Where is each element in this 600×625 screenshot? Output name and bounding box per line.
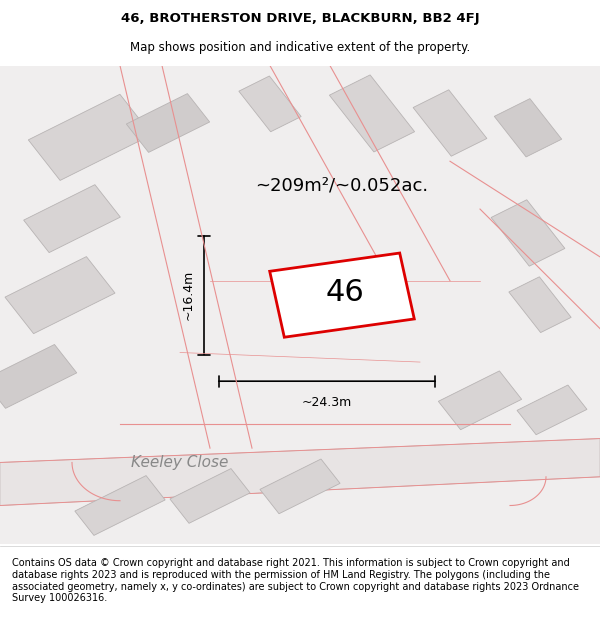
Polygon shape (23, 184, 121, 253)
Polygon shape (5, 257, 115, 334)
Polygon shape (270, 253, 414, 338)
Polygon shape (0, 439, 600, 506)
Polygon shape (28, 94, 152, 181)
Text: ~209m²/~0.052ac.: ~209m²/~0.052ac. (256, 176, 428, 194)
Polygon shape (491, 200, 565, 266)
Polygon shape (413, 90, 487, 156)
Text: 46, BROTHERSTON DRIVE, BLACKBURN, BB2 4FJ: 46, BROTHERSTON DRIVE, BLACKBURN, BB2 4F… (121, 12, 479, 25)
Polygon shape (260, 459, 340, 514)
Text: ~24.3m: ~24.3m (302, 396, 352, 409)
Text: ~16.4m: ~16.4m (182, 270, 195, 320)
Polygon shape (439, 371, 521, 430)
Polygon shape (127, 94, 209, 152)
Polygon shape (170, 469, 250, 523)
Text: Map shows position and indicative extent of the property.: Map shows position and indicative extent… (130, 41, 470, 54)
Polygon shape (239, 76, 301, 132)
Polygon shape (0, 344, 77, 408)
Polygon shape (494, 99, 562, 157)
Polygon shape (517, 385, 587, 435)
Polygon shape (509, 277, 571, 332)
Text: 46: 46 (326, 278, 364, 308)
Text: Contains OS data © Crown copyright and database right 2021. This information is : Contains OS data © Crown copyright and d… (12, 558, 579, 603)
Polygon shape (329, 75, 415, 152)
Text: Keeley Close: Keeley Close (131, 455, 229, 470)
Polygon shape (75, 476, 165, 536)
